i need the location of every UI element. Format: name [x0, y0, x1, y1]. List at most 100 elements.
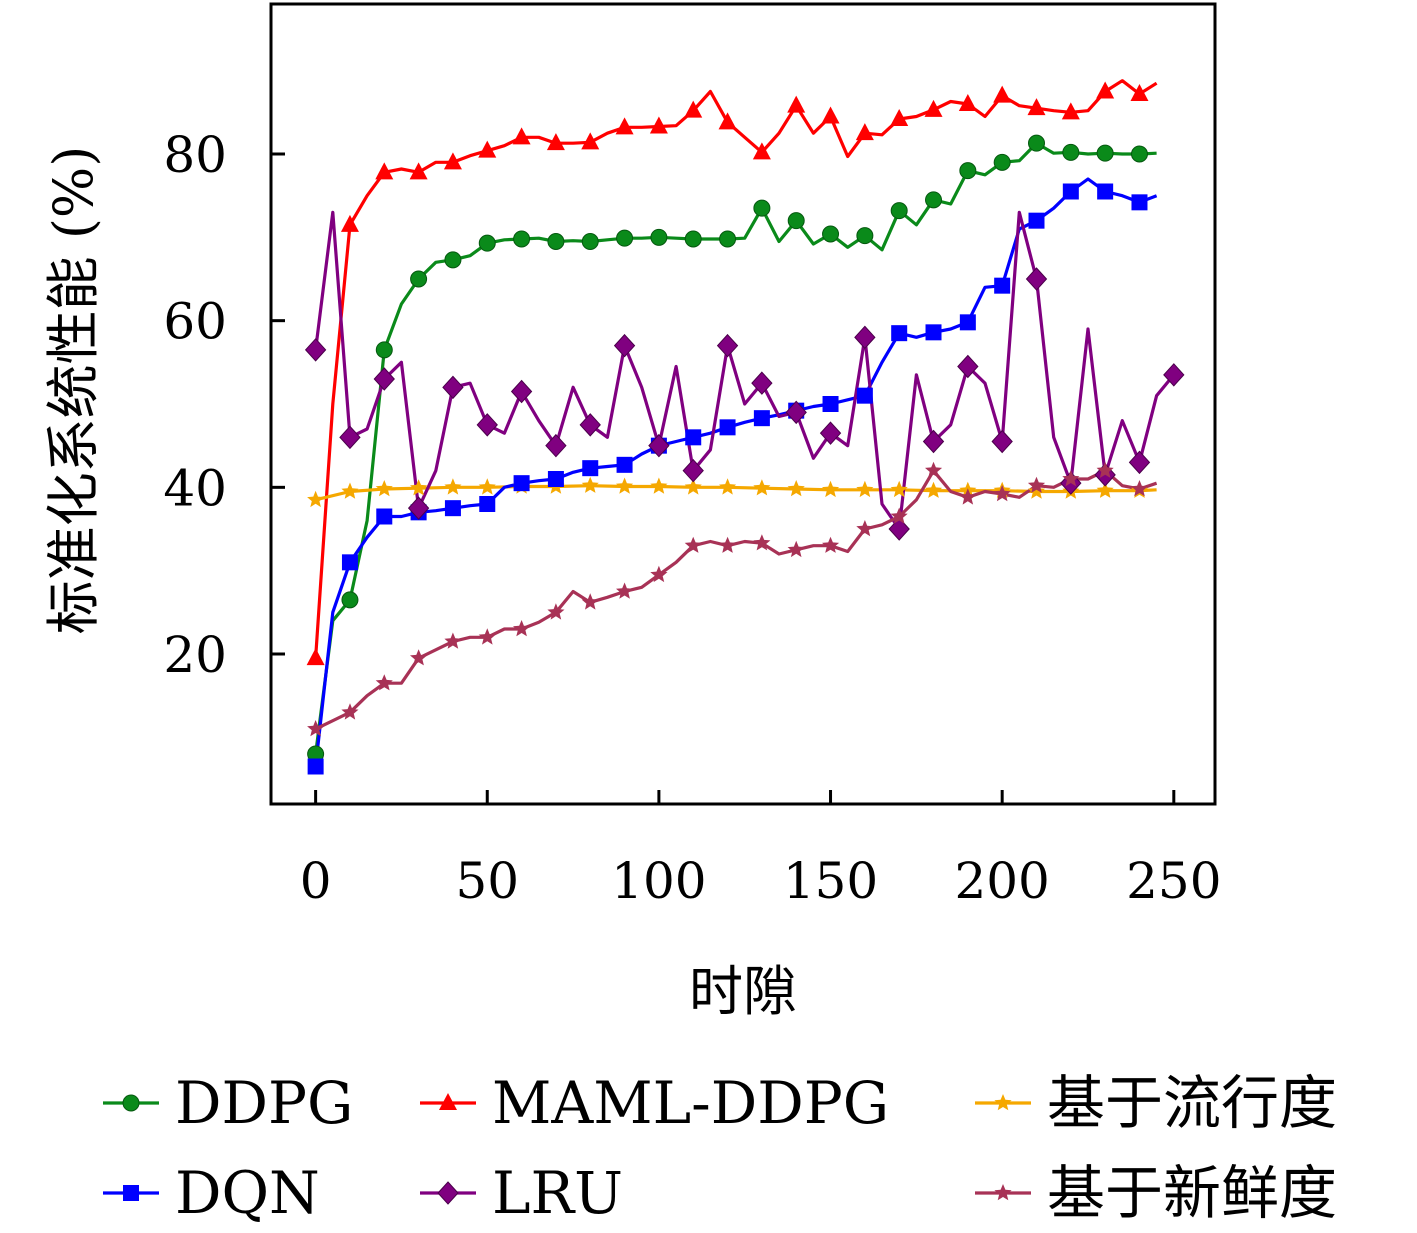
legend-item-2: MAML-DDPG	[420, 1069, 889, 1137]
legend-item-1: DDPG	[103, 1069, 353, 1137]
series-2-point	[787, 95, 806, 113]
series-4-point	[1062, 183, 1079, 200]
series-1-point	[444, 251, 462, 269]
series-3-point	[1027, 482, 1046, 499]
series-2-point	[718, 112, 737, 130]
series-4-point	[856, 387, 873, 404]
legend-swatch-marker	[439, 1093, 457, 1110]
series-2-point	[649, 116, 668, 134]
series-4-point	[616, 456, 633, 473]
series-3-point	[444, 478, 462, 495]
series-1-point	[650, 228, 668, 246]
series-1-point	[1130, 145, 1148, 163]
x-tick-label: 50	[455, 852, 519, 910]
series-4-point	[685, 429, 702, 446]
series-1-point	[410, 270, 428, 288]
series-6-point	[410, 649, 428, 666]
series-2-point	[684, 100, 703, 118]
series-1-point	[341, 591, 359, 609]
series-1-point	[513, 230, 531, 248]
series-2-point	[409, 162, 428, 180]
series-2-point	[993, 85, 1012, 103]
series-3-point	[410, 479, 428, 496]
series-6-point	[513, 620, 531, 637]
series-5-point	[579, 413, 601, 437]
series-6-point	[616, 582, 634, 599]
legend-item-3: 基于流行度	[975, 1069, 1337, 1137]
x-tick-label: 150	[783, 852, 878, 910]
series-5-point	[922, 429, 945, 454]
series-1-point	[616, 229, 634, 247]
legend-label: DDPG	[175, 1069, 353, 1137]
series-2-point	[478, 140, 497, 158]
series-3-point	[684, 478, 702, 495]
series-3-point	[650, 477, 668, 494]
legend-label: 基于新鲜度	[1047, 1159, 1337, 1227]
series-3-point	[925, 481, 943, 498]
x-axis-title: 时隙	[689, 960, 797, 1023]
series-6-point	[1062, 470, 1080, 487]
series-3-point	[890, 480, 908, 498]
series-6-point	[1096, 461, 1114, 478]
series-2-point	[958, 94, 977, 111]
series-4-line	[314, 177, 1158, 767]
series-lines	[314, 79, 1176, 767]
series-4-point	[307, 758, 324, 775]
series-5-point	[510, 379, 533, 404]
series-3-point	[822, 480, 840, 498]
x-tick-label: 0	[300, 852, 332, 910]
series-3-point	[753, 479, 771, 496]
series-2-point	[546, 133, 565, 151]
series-5-point	[854, 325, 876, 350]
series-1-point	[787, 212, 805, 230]
legend-item-4: DQN	[103, 1159, 320, 1227]
y-tick-label: 20	[163, 626, 227, 684]
legend-label: MAML-DDPG	[492, 1069, 889, 1137]
series-4-point	[479, 496, 496, 512]
series-6-point	[822, 536, 840, 553]
axis-ticks: 20 40 60 80 0 50 100 150 200 250	[163, 126, 1221, 910]
series-2-point	[1096, 81, 1115, 99]
series-2-point	[821, 106, 840, 124]
series-6-point	[993, 485, 1011, 502]
legend-item-6: 基于新鲜度	[975, 1159, 1337, 1227]
y-tick-label: 40	[163, 459, 227, 517]
series-5-point	[819, 421, 842, 445]
series-4-point	[959, 314, 976, 331]
series-2-point	[306, 648, 325, 666]
series-5-point	[476, 413, 498, 437]
series-2-point	[890, 109, 909, 126]
series-6-point	[787, 540, 805, 558]
series-6-point	[890, 507, 908, 524]
series-3-point	[581, 476, 599, 493]
series-4-point	[444, 500, 461, 517]
series-3-point	[1096, 481, 1114, 498]
series-3-point	[478, 478, 496, 495]
y-tick-label: 80	[163, 126, 227, 184]
series-5-point	[682, 458, 704, 483]
series-4-point	[753, 410, 770, 427]
x-tick-label: 100	[611, 852, 706, 910]
series-6-point	[581, 593, 599, 610]
series-6-point	[1130, 480, 1148, 497]
series-6-point	[684, 536, 702, 553]
series-2-point	[375, 162, 394, 180]
legend-swatch-marker	[994, 1184, 1012, 1201]
series-4-point	[582, 460, 599, 477]
series-4-point	[376, 508, 393, 525]
series-4-point	[513, 475, 530, 492]
series-2-point	[512, 127, 531, 145]
series-1-point	[993, 153, 1011, 171]
series-1-point	[547, 233, 565, 250]
series-3-point	[787, 480, 805, 497]
series-4-point	[547, 471, 564, 487]
series-4-point	[994, 277, 1011, 294]
series-1-point	[478, 234, 496, 252]
series-1-point	[959, 162, 977, 180]
series-1-point	[684, 230, 702, 248]
series-1-point	[925, 191, 943, 209]
series-3-point	[375, 480, 393, 497]
series-6-point	[307, 720, 325, 737]
series-4-point	[925, 324, 942, 341]
